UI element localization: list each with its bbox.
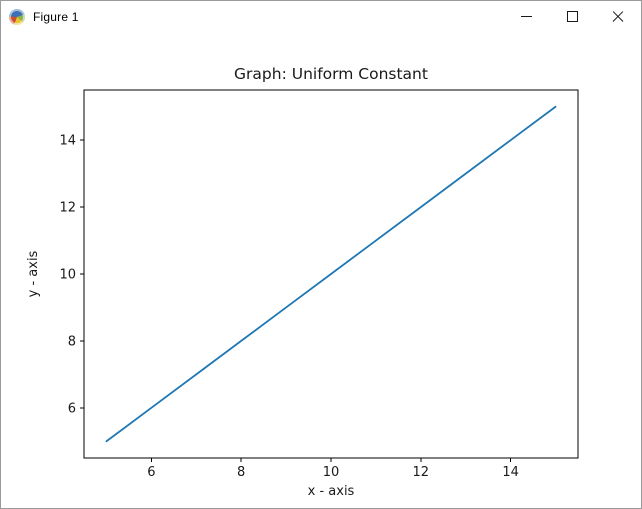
x-tick-label: 14	[502, 465, 519, 480]
y-tick-label: 14	[59, 134, 76, 149]
y-tick-label: 6	[68, 401, 76, 416]
minimize-button[interactable]	[503, 1, 549, 32]
titlebar[interactable]: Figure 1	[1, 1, 641, 32]
minimize-icon	[520, 16, 532, 17]
maximize-button[interactable]	[549, 1, 595, 32]
matplotlib-icon	[9, 8, 25, 25]
line-chart: 6 8 10 12 14 6 8 10 12 14 Graph: Uniform Constant x…	[26, 65, 579, 499]
x-tick-label: 6	[147, 465, 155, 480]
y-tick-label: 12	[59, 201, 76, 216]
data-line	[105, 105, 557, 443]
maximize-icon	[566, 11, 578, 22]
close-icon	[611, 10, 625, 24]
x-axis-label: x - axis	[308, 484, 355, 499]
close-button[interactable]	[595, 1, 641, 32]
y-tick-label: 10	[59, 268, 76, 283]
y-axis-label: y - axis	[26, 250, 41, 297]
y-tick-label: 8	[68, 334, 76, 349]
window-controls	[503, 1, 641, 32]
figure-canvas: 6 8 10 12 14 6 8 10 12 14 Graph: Uniform Constant x…	[1, 32, 641, 508]
window-title: Figure 1	[33, 9, 79, 24]
x-tick-label: 12	[413, 465, 430, 480]
chart-title: Graph: Uniform Constant	[234, 65, 428, 83]
x-tick-label: 8	[237, 465, 245, 480]
x-tick-label: 10	[323, 465, 340, 480]
